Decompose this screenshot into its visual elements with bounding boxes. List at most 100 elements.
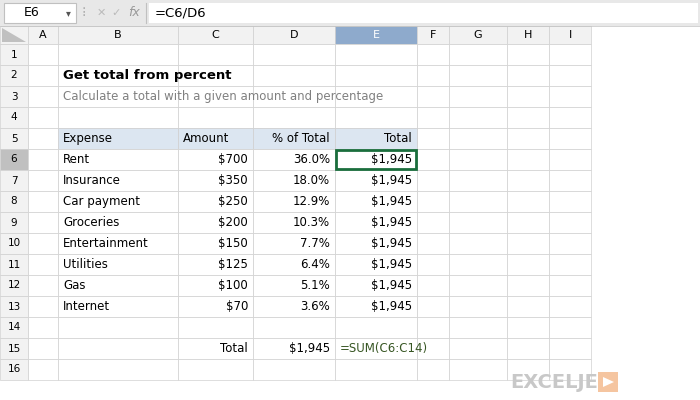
Bar [58, 107, 178, 128]
Bar [253, 170, 335, 191]
Bar [507, 149, 549, 170]
Bar [28, 359, 58, 380]
Text: $350: $350 [218, 174, 248, 187]
Bar [0, 338, 28, 359]
Bar [58, 170, 178, 191]
Text: =C6/D6: =C6/D6 [155, 6, 206, 20]
Bar [417, 359, 449, 380]
Bar [178, 275, 253, 296]
Bar [253, 191, 335, 212]
Bar [335, 233, 417, 254]
Text: $1,945: $1,945 [371, 195, 412, 208]
Bar [58, 44, 178, 65]
Text: Entertainment: Entertainment [63, 237, 148, 250]
Bar [507, 296, 549, 317]
Bar [58, 26, 178, 44]
Bar [417, 149, 449, 170]
Bar [549, 233, 591, 254]
Text: Internet: Internet [63, 300, 110, 313]
Bar [335, 44, 417, 65]
Text: 7.7%: 7.7% [300, 237, 330, 250]
Bar [178, 296, 253, 317]
Text: ⁝: ⁝ [82, 6, 86, 20]
Text: D: D [290, 30, 298, 40]
Bar [0, 149, 28, 170]
Bar [178, 107, 253, 128]
Bar [58, 359, 178, 380]
Text: E6: E6 [24, 6, 40, 20]
Bar [335, 212, 417, 233]
Text: 10: 10 [8, 238, 20, 248]
Bar [417, 86, 449, 107]
Bar [0, 26, 28, 44]
Bar [549, 317, 591, 338]
Bar [178, 233, 253, 254]
Text: 6.4%: 6.4% [300, 258, 330, 271]
Bar [507, 359, 549, 380]
Bar [507, 128, 549, 149]
Bar [507, 86, 549, 107]
Bar [58, 338, 178, 359]
Bar [178, 44, 253, 65]
Text: Insurance: Insurance [63, 174, 121, 187]
Bar [449, 170, 507, 191]
Bar [253, 212, 335, 233]
Bar [449, 44, 507, 65]
Bar [0, 44, 28, 65]
Bar [178, 26, 253, 44]
Bar [253, 233, 335, 254]
Bar [58, 275, 178, 296]
Text: 11: 11 [8, 260, 20, 270]
Bar [335, 149, 417, 170]
Bar [0, 359, 28, 380]
Text: A: A [39, 30, 47, 40]
Bar [253, 86, 335, 107]
Bar [449, 26, 507, 44]
Bar [549, 359, 591, 380]
Bar [417, 296, 449, 317]
Bar [335, 191, 417, 212]
Bar [0, 233, 28, 254]
Bar [0, 128, 28, 149]
Bar [0, 107, 28, 128]
Bar [549, 191, 591, 212]
Bar [4, 3, 76, 23]
Bar [549, 65, 591, 86]
Bar [549, 296, 591, 317]
Bar [28, 65, 58, 86]
Text: Expense: Expense [63, 132, 113, 145]
Bar [58, 149, 178, 170]
Bar [449, 233, 507, 254]
Text: 8: 8 [10, 196, 18, 206]
Bar [0, 254, 28, 275]
Bar [178, 359, 253, 380]
Bar [449, 254, 507, 275]
Bar [335, 26, 417, 44]
Bar [335, 86, 417, 107]
Bar [335, 128, 417, 149]
Bar [58, 170, 178, 191]
Bar [253, 26, 335, 44]
Bar [253, 149, 335, 170]
Bar [178, 296, 253, 317]
Bar [449, 212, 507, 233]
Bar [335, 296, 417, 317]
Bar [417, 26, 449, 44]
Text: $1,945: $1,945 [371, 216, 412, 229]
Bar [178, 254, 253, 275]
Bar [335, 170, 417, 191]
Bar [335, 170, 417, 191]
Polygon shape [603, 377, 614, 387]
Bar [178, 149, 253, 170]
Bar [549, 170, 591, 191]
Bar [449, 191, 507, 212]
Bar [549, 86, 591, 107]
Bar [253, 338, 335, 359]
Text: ✕: ✕ [97, 8, 106, 18]
Bar [58, 128, 178, 149]
Bar [417, 254, 449, 275]
Bar [28, 296, 58, 317]
Bar [58, 65, 178, 86]
Text: 9: 9 [10, 218, 18, 228]
Text: $1,945: $1,945 [371, 153, 412, 166]
